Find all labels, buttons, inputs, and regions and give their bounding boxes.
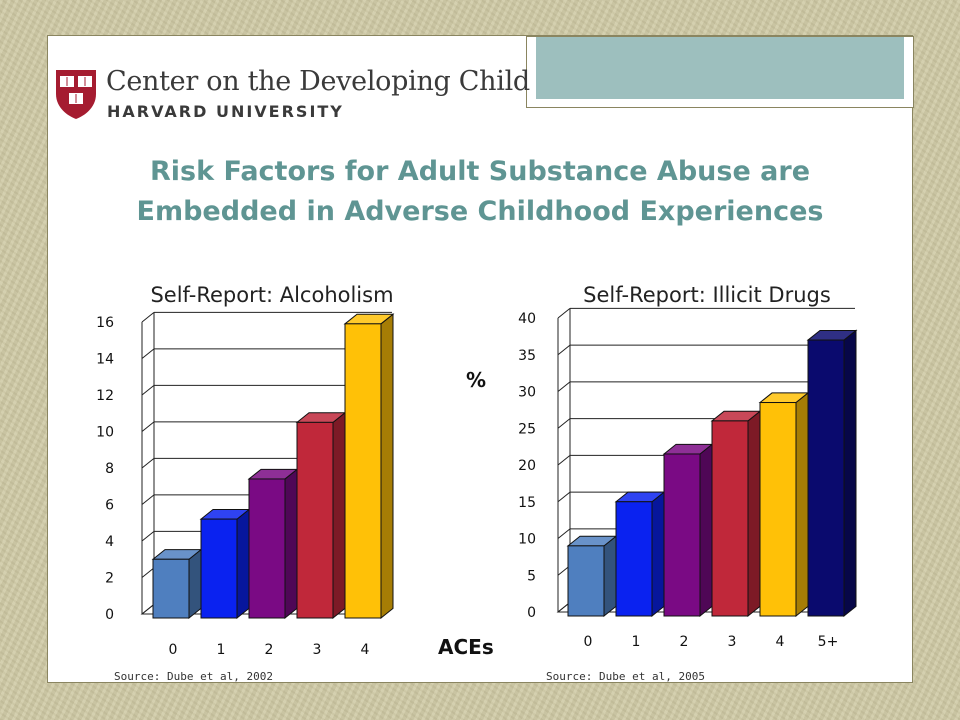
grid-diagonal [557, 528, 571, 539]
bar-side [843, 329, 857, 618]
top-decorative-card [526, 36, 914, 108]
slide-title-line-2: Embedded in Adverse Childhood Experience… [136, 196, 824, 227]
y-tick-label: 8 [105, 461, 114, 477]
y-tick-label: 2 [105, 571, 114, 587]
harvard-shield-icon [56, 70, 96, 119]
chart-title: Self-Report: Illicit Drugs [583, 283, 831, 307]
bar-side [380, 313, 394, 620]
x-tick-label: 0 [584, 634, 593, 650]
bar [807, 339, 845, 617]
y-tick-label: 25 [518, 421, 536, 437]
y-tick-label: 35 [518, 348, 536, 364]
x-tick-label: 2 [680, 634, 689, 650]
bar-side [699, 443, 713, 618]
bar [344, 323, 382, 619]
bar [152, 558, 190, 619]
y-tick-label: 15 [518, 495, 536, 511]
grid-diagonal [557, 455, 571, 466]
bar-side [332, 411, 346, 620]
y-tick-label: 20 [518, 458, 536, 474]
grid-diagonal [141, 312, 155, 323]
x-tick-label: 2 [265, 642, 274, 658]
bar-side [795, 391, 809, 618]
y-tick-label: 4 [105, 534, 114, 550]
top-card-fill [536, 37, 904, 99]
bar [248, 478, 286, 619]
y-tick-label: 0 [527, 605, 536, 621]
bar [711, 420, 749, 617]
grid-diagonal [141, 385, 155, 396]
y-tick-label: 10 [96, 425, 114, 441]
x-tick-label: 1 [217, 642, 226, 658]
y-tick-label: 30 [518, 385, 536, 401]
slide-title: Risk Factors for Adult Substance Abuse a… [60, 152, 900, 232]
x-tick-label: 1 [632, 634, 641, 650]
bar [200, 518, 238, 619]
chart-source: Source: Dube et al, 2002 [114, 670, 273, 683]
grid-diagonal [557, 308, 571, 319]
x-tick-label: 4 [776, 634, 785, 650]
bar [567, 545, 605, 617]
bar-side [651, 491, 665, 618]
grid-diagonal [141, 421, 155, 432]
y-tick-label: 12 [96, 388, 114, 404]
chart-title: Self-Report: Alcoholism [150, 283, 393, 307]
bar [759, 402, 797, 617]
y-unit-label: % [466, 368, 486, 392]
x-tick-label: 0 [169, 642, 178, 658]
bar [615, 501, 653, 617]
grid-diagonal [557, 418, 571, 429]
y-tick-label: 14 [96, 352, 114, 368]
chart-2: Self-Report: Illicit Drugs05101520253035… [518, 283, 858, 683]
org-name: Center on the Developing Child [106, 66, 530, 97]
x-axis-label: ACEs [438, 635, 494, 659]
bar [296, 421, 334, 619]
bar-side [284, 468, 298, 620]
grid-diagonal [141, 458, 155, 469]
y-tick-label: 16 [96, 315, 114, 331]
y-tick-label: 6 [105, 498, 114, 514]
bar-side [236, 508, 250, 620]
x-tick-label: 5+ [818, 634, 839, 650]
chart-source: Source: Dube et al, 2005 [546, 670, 705, 683]
grid-diagonal [557, 381, 571, 392]
bar-side [747, 410, 761, 618]
grid-diagonal [557, 491, 571, 503]
x-tick-label: 3 [313, 642, 322, 658]
bar-side [603, 535, 617, 618]
bar [663, 453, 701, 617]
bar-side [188, 548, 202, 620]
grid-diagonal [141, 348, 155, 359]
org-subtitle: HARVARD UNIVERSITY [107, 102, 344, 121]
y-tick-label: 5 [527, 568, 536, 584]
x-tick-label: 3 [728, 634, 737, 650]
grid-diagonal [141, 494, 155, 505]
y-tick-label: 0 [105, 607, 114, 623]
slide-title-line-1: Risk Factors for Adult Substance Abuse a… [149, 156, 811, 187]
grid-diagonal [141, 531, 155, 542]
grid-diagonal [557, 344, 571, 356]
x-tick-label: 4 [361, 642, 370, 658]
grid-diagonal [141, 567, 155, 578]
y-tick-label: 40 [518, 311, 536, 327]
y-tick-label: 10 [518, 532, 536, 548]
